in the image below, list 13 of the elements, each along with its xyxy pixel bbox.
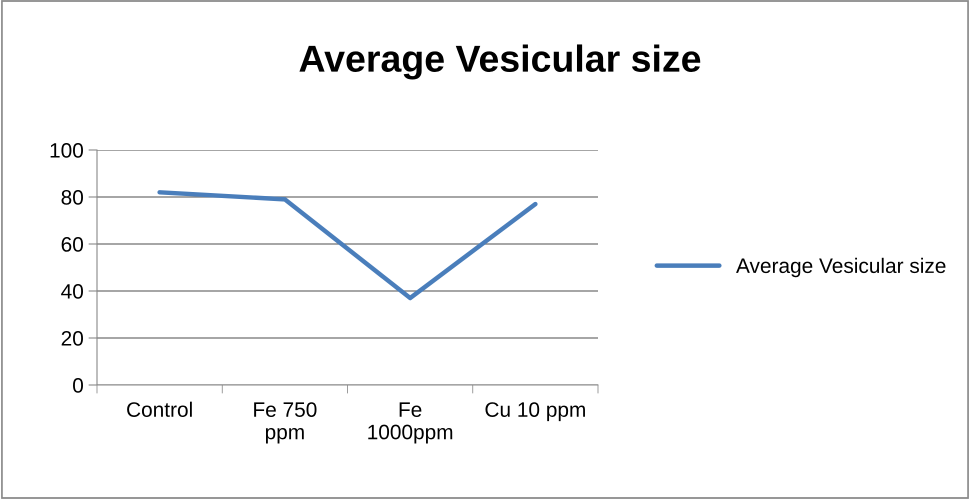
y-tick-label: 80 (62, 190, 83, 205)
y-tick-label: 0 (73, 378, 83, 393)
x-tick-label: Fe 1000ppm (368, 402, 452, 444)
y-tick-label: 100 (50, 143, 83, 158)
x-tick-label: Fe 750 ppm (254, 402, 316, 444)
chart-title: Average Vesicular size (299, 44, 700, 80)
line-series (157, 190, 538, 300)
y-tick-label: 60 (62, 237, 83, 252)
x-tick-label: Control (127, 402, 192, 417)
x-tick-label: Cu 10 ppm (485, 402, 585, 422)
y-tick-label: 40 (61, 284, 83, 299)
legend-label: Average Vesicular size (736, 258, 946, 278)
y-tick-label: 20 (62, 331, 83, 346)
